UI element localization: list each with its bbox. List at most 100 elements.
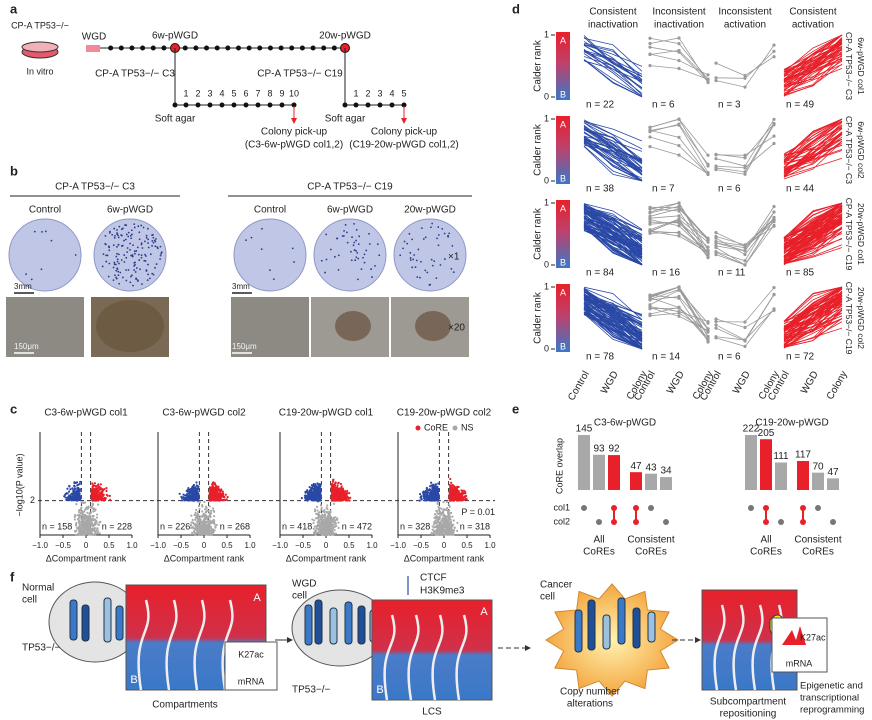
colony (452, 271, 455, 274)
colony (352, 244, 355, 247)
point (214, 484, 218, 487)
point (75, 499, 78, 502)
colony (424, 269, 427, 272)
colony (147, 246, 150, 249)
micrograph (6, 297, 84, 357)
point (96, 532, 99, 535)
trace-point (648, 218, 652, 222)
trace-point (677, 143, 681, 148)
label: 7 (255, 88, 260, 98)
point (312, 521, 315, 525)
point (331, 490, 334, 493)
point (447, 532, 450, 535)
point (78, 498, 81, 501)
point (180, 495, 183, 499)
point (92, 507, 95, 511)
colony (108, 246, 111, 249)
trace-point (677, 153, 681, 157)
colony (130, 254, 133, 257)
point (449, 518, 452, 521)
colony (140, 256, 143, 259)
colony (105, 260, 108, 263)
point (348, 499, 351, 502)
point (91, 482, 94, 485)
label: B (560, 257, 566, 267)
colony (133, 261, 136, 264)
plot-title: C3-6w-pWGD col2 (162, 408, 246, 419)
colony (40, 268, 43, 271)
trace-point (714, 245, 718, 250)
point (73, 515, 76, 518)
trace (583, 49, 643, 94)
colony-dish (8, 218, 82, 292)
point (324, 523, 327, 527)
trace (583, 139, 643, 162)
label: Colony pick-up (261, 127, 328, 138)
colony (118, 225, 121, 228)
timeline-dot (389, 102, 395, 108)
point (212, 521, 215, 524)
colony (129, 234, 132, 237)
point (435, 497, 438, 500)
trace (583, 56, 643, 90)
colony (131, 233, 133, 236)
point (76, 484, 79, 487)
trace (583, 308, 643, 343)
point (201, 505, 204, 508)
point (337, 481, 340, 484)
n-label: n = 85 (786, 268, 815, 279)
colony (118, 282, 121, 285)
label: Calder rank (533, 291, 544, 344)
point (212, 498, 215, 501)
colony (260, 248, 263, 251)
label: Calder rank (533, 123, 544, 176)
timeline-dot (183, 102, 189, 108)
point (203, 515, 206, 518)
trace (783, 58, 843, 96)
colony (337, 254, 340, 257)
trace (583, 206, 643, 255)
trace (583, 305, 643, 350)
colony (420, 260, 422, 263)
point (318, 492, 321, 495)
colony (357, 243, 360, 246)
point (455, 496, 458, 499)
point (194, 532, 197, 535)
label: B (560, 341, 566, 351)
colony (149, 253, 152, 256)
point (316, 524, 320, 527)
point (79, 480, 82, 483)
colony (403, 240, 406, 243)
trace (583, 208, 643, 260)
x-tick-label: 0 (202, 541, 207, 550)
point (436, 512, 439, 515)
point (180, 499, 184, 502)
point (69, 488, 72, 491)
trace-point (706, 80, 710, 85)
label: P = 0.01 (461, 507, 495, 517)
timeline-dot (267, 102, 273, 108)
label: 20w-pWGD (404, 205, 456, 216)
point (96, 491, 99, 495)
point (77, 486, 80, 490)
trace-point (677, 42, 681, 46)
n-label: n = 16 (652, 268, 681, 279)
colony (140, 224, 143, 227)
colony (325, 258, 328, 261)
point (306, 491, 310, 495)
point (202, 518, 206, 521)
trace-point (772, 217, 776, 222)
trace (583, 43, 643, 78)
colony (117, 274, 120, 277)
point (89, 523, 92, 526)
panel-letter: b (10, 163, 18, 178)
point (77, 533, 81, 536)
colony (131, 254, 134, 256)
point (442, 508, 446, 511)
point (79, 531, 82, 534)
trace-point (743, 172, 747, 176)
point (77, 489, 80, 492)
colony (160, 251, 163, 253)
trace (583, 295, 643, 341)
point (313, 525, 317, 528)
